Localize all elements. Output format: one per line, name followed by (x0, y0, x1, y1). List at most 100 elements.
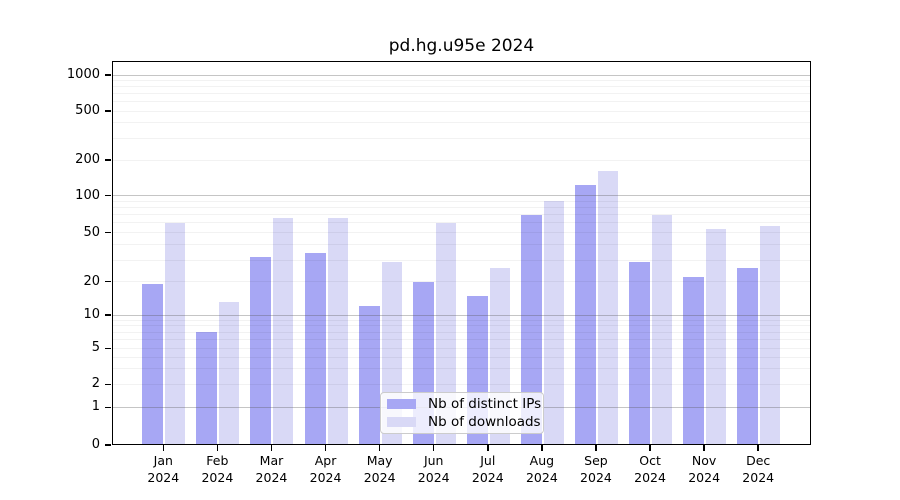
bar-distinct-ips-oct (629, 261, 651, 445)
x-tick-label-year-dec: 2024 (742, 470, 775, 485)
y-tick-label-10: 10 (83, 307, 100, 322)
y-tick-100 (105, 194, 111, 197)
y-gridline-minor-800 (112, 86, 811, 88)
y-gridline-minor-900 (112, 79, 811, 81)
y-tick-50 (105, 231, 111, 234)
x-tick-apr (324, 445, 327, 451)
y-tick-500 (105, 110, 111, 112)
y-gridline-minor-80 (112, 207, 811, 209)
x-tick-label-month-mar: Mar (259, 453, 284, 468)
y-tick-5 (105, 347, 111, 350)
y-gridline-minor-90 (112, 200, 811, 202)
x-tick-label-mar: Mar 2024 (236, 452, 306, 486)
bar-downloads-dec (760, 225, 781, 445)
y-tick-label-2: 2 (91, 376, 100, 392)
x-tick-oct (649, 445, 651, 451)
legend-item-downloads: Nb of downloads (387, 413, 541, 431)
x-tick-nov (703, 445, 705, 451)
x-tick-label-may: May 2024 (345, 452, 415, 486)
legend-item-distinct-ips: Nb of distinct IPs (387, 395, 541, 413)
y-tick-label-1000: 1000 (66, 67, 100, 82)
y-gridline-minor-400 (112, 122, 811, 124)
x-tick-label-month-jun: Jun (423, 453, 444, 468)
x-tick-label-feb: Feb 2024 (182, 452, 252, 486)
bar-distinct-ips-nov (683, 276, 705, 445)
legend-swatch-downloads (387, 417, 416, 427)
x-tick-jul (487, 445, 489, 451)
bar-distinct-ips-feb (196, 332, 218, 445)
bar-downloads-apr (327, 217, 348, 445)
x-tick-label-month-feb: Feb (206, 453, 229, 468)
x-tick-label-month-jan: Jan (153, 453, 173, 468)
y-gridline-minor-60 (112, 222, 811, 224)
x-tick-label-year-jan: 2024 (147, 470, 180, 485)
plot-area: Nb of distinct IPs Nb of downloads (112, 61, 811, 445)
y-gridline-major-1000 (112, 74, 811, 76)
x-tick-label-jun: Jun 2024 (399, 452, 469, 486)
x-tick-jan (162, 445, 165, 451)
x-tick-label-month-sep: Sep (584, 453, 608, 468)
bar-distinct-ips-dec (737, 267, 759, 445)
bar-downloads-sep (597, 171, 618, 445)
bar-downloads-jan (165, 222, 186, 445)
x-tick-label-jul: Jul 2024 (453, 452, 523, 486)
y-tick-label-1: 1 (91, 399, 100, 415)
x-tick-label-year-oct: 2024 (634, 470, 666, 485)
x-tick-label-sep: Sep 2024 (561, 452, 631, 486)
y-gridline-minor-70 (112, 214, 811, 216)
y-tick-label-50: 50 (83, 224, 100, 240)
y-gridline-minor-300 (112, 137, 811, 139)
bar-downloads-jun (435, 222, 456, 445)
legend-label-downloads: Nb of downloads (428, 414, 541, 430)
y-tick-1000 (105, 74, 111, 76)
bar-distinct-ips-aug (520, 214, 542, 445)
y-tick-0 (105, 444, 111, 446)
y-gridline-minor-600 (112, 101, 811, 103)
x-tick-label-dec: Dec 2024 (723, 452, 793, 486)
x-tick-mar (270, 445, 273, 451)
bar-distinct-ips-may (358, 306, 380, 445)
y-tick-10 (105, 314, 111, 316)
bar-distinct-ips-mar (250, 256, 272, 445)
y-gridline-minor-700 (112, 93, 811, 95)
x-tick-label-month-jul: Jul (480, 453, 496, 468)
x-tick-label-month-dec: Dec (746, 453, 771, 468)
x-tick-label-year-sep: 2024 (580, 470, 612, 485)
bar-downloads-oct (652, 214, 673, 445)
y-gridline-minor-500 (112, 110, 811, 112)
x-tick-feb (216, 445, 219, 451)
y-tick-200 (105, 159, 111, 161)
x-tick-label-year-feb: 2024 (201, 470, 234, 485)
y-tick-20 (105, 280, 111, 283)
x-tick-label-month-oct: Oct (639, 453, 661, 468)
x-tick-aug (541, 445, 543, 451)
x-tick-label-month-nov: Nov (691, 453, 717, 468)
y-tick-label-200: 200 (75, 152, 100, 167)
y-tick-2 (105, 383, 111, 386)
y-gridline-minor-200 (112, 159, 811, 161)
y-tick-label-20: 20 (83, 273, 100, 289)
x-tick-sep (595, 445, 597, 451)
y-gridline-major-100 (112, 195, 811, 197)
y-tick-label-0: 0 (91, 437, 100, 452)
x-tick-label-month-aug: Aug (529, 453, 555, 468)
bar-distinct-ips-apr (304, 253, 326, 445)
x-tick-label-year-jun: 2024 (417, 470, 450, 485)
x-tick-label-nov: Nov 2024 (669, 452, 739, 486)
x-tick-jun (432, 445, 435, 451)
y-tick-label-100: 100 (75, 187, 100, 203)
legend-swatch-distinct-ips (387, 399, 416, 409)
x-tick-label-year-mar: 2024 (255, 470, 288, 485)
bar-downloads-aug (543, 201, 564, 445)
legend: Nb of distinct IPs Nb of downloads (380, 392, 544, 434)
x-tick-label-month-apr: Apr (314, 453, 337, 468)
bar-distinct-ips-jan (142, 284, 164, 445)
x-tick-label-month-may: May (366, 453, 393, 468)
y-tick-label-500: 500 (75, 103, 100, 118)
x-tick-label-oct: Oct 2024 (615, 452, 685, 486)
y-tick-label-5: 5 (91, 340, 100, 356)
bar-downloads-nov (706, 228, 727, 445)
x-tick-may (378, 445, 381, 451)
x-tick-label-year-jul: 2024 (471, 470, 504, 485)
